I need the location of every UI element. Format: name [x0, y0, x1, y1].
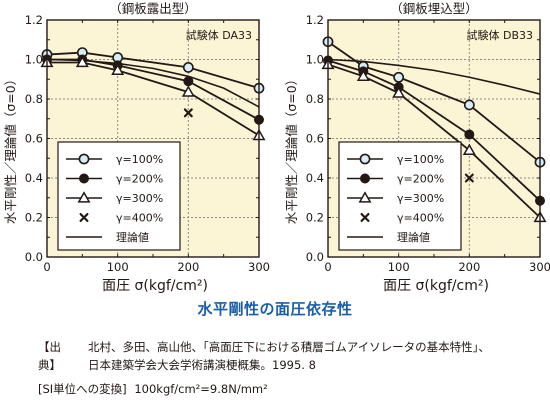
legend-box	[57, 141, 181, 251]
legend-label: γ=300%	[116, 192, 163, 205]
legend-box	[338, 141, 462, 251]
x-tick-label: 200	[458, 260, 480, 274]
y-tick-label: 1.0	[25, 53, 43, 67]
source-line-2: 日本建築学会大会学術講演梗概集。1995. 8	[88, 358, 316, 372]
data-point	[183, 76, 194, 87]
legend-item: γ=400%	[360, 212, 444, 225]
legend-marker	[78, 173, 89, 184]
x-tick-label: 200	[177, 260, 199, 274]
legend-item: 理論値	[347, 230, 430, 244]
data-point	[181, 85, 195, 97]
legend-label: γ=200%	[116, 173, 163, 186]
data-point	[111, 63, 125, 76]
y-axis-label: 水平剛性／理論値（σ=0）	[3, 73, 18, 224]
series-markers-3	[40, 55, 266, 141]
legend-marker	[360, 213, 370, 222]
series-markers-4	[183, 108, 193, 118]
y-tick-label: 0.6	[306, 132, 324, 146]
chart-right: 0.0 0.2 0.4 0.6 0.8 1.0 1.2 0 100 200 300 （鋼板埋込型） 試験…	[284, 1, 550, 294]
legend-item: γ=200%	[347, 173, 444, 186]
legend-marker	[360, 173, 371, 184]
x-tick-label: 300	[529, 260, 550, 274]
source-line-1: 北村、多田、高山他、「高面圧下における積層ゴムアイソレータの基本特性」、	[88, 340, 490, 354]
chart-left: 0.0 0.2 0.4 0.6 0.8 1.0 1.2 0 100 200 300 （鋼板露出型） 試験…	[3, 1, 270, 294]
plot-frame	[327, 19, 541, 258]
data-point	[183, 108, 193, 118]
source-label: 【出典】	[38, 340, 61, 372]
series-markers-4	[464, 173, 474, 183]
legend-item: γ=100%	[347, 153, 444, 166]
y-tick-label: 0.8	[25, 92, 43, 106]
legend-label: γ=100%	[116, 153, 163, 166]
y-tick-label: 1.2	[25, 13, 43, 27]
data-point	[182, 62, 194, 73]
si-unit-note: [SI単位への変換] 100kgf/cm²=9.8N/mm²	[38, 381, 272, 397]
x-tick-label: 300	[248, 260, 270, 274]
y-axis-label: 水平剛性／理論値（σ=0）	[284, 73, 299, 224]
x-tick-label: 0	[324, 260, 331, 274]
legend-marker	[79, 213, 89, 222]
legend-item: γ=300%	[66, 191, 163, 205]
data-point	[75, 55, 89, 68]
legend-label: γ=300%	[397, 192, 444, 205]
legend-item: γ=200%	[66, 173, 163, 186]
si-note-value: 100kgf/cm²=9.8N/mm²	[134, 382, 268, 396]
legend-marker	[78, 153, 90, 165]
legend-label: 理論値	[397, 230, 430, 244]
plot-frame	[46, 19, 260, 258]
data-point	[464, 129, 475, 140]
charts-area: 0.0 0.2 0.4 0.6 0.8 1.0 1.2 0 100 200 300 （鋼板露出型） 試験…	[3, 1, 550, 294]
data-point	[392, 86, 406, 98]
y-tick-label: 0.8	[306, 92, 324, 106]
x-axis-label: 面圧 σ(kgf/cm²)	[383, 278, 489, 294]
legend-marker	[358, 191, 372, 203]
data-point	[464, 173, 474, 183]
data-point	[463, 99, 475, 111]
y-tick-label: 1.2	[306, 13, 324, 27]
legend-marker	[77, 191, 91, 203]
legend-item: γ=300%	[347, 191, 444, 205]
specimen-label: 試験体 DB33	[466, 28, 533, 42]
data-point	[393, 71, 405, 83]
y-tick-label: 0.6	[25, 132, 43, 146]
y-tick-label: 0.4	[306, 171, 324, 185]
legend-label: γ=400%	[397, 212, 444, 225]
y-tick-label: 0.0	[25, 250, 43, 264]
chart-title: （鋼板露出型）	[109, 1, 197, 16]
legend-label: γ=400%	[116, 212, 163, 225]
y-tick-label: 0.2	[25, 211, 43, 225]
x-tick-label: 100	[107, 260, 129, 274]
y-tick-label: 1.0	[306, 53, 324, 67]
si-note-label: [SI単位への変換]	[38, 382, 127, 396]
legend-item: γ=400%	[79, 212, 163, 225]
chart-title: （鋼板埋込型）	[390, 1, 478, 16]
legend: γ=100% γ=200% γ=300% γ=400% 理論値	[57, 141, 181, 251]
y-tick-label: 0.0	[306, 250, 324, 264]
legend-item: 理論値	[66, 230, 149, 244]
legend-label: γ=100%	[397, 153, 444, 166]
specimen-label: 試験体 DA33	[186, 28, 252, 42]
y-tick-label: 0.4	[25, 171, 43, 185]
legend-marker	[359, 153, 371, 165]
legend: γ=100% γ=200% γ=300% γ=400% 理論値	[338, 141, 462, 251]
legend-label: γ=200%	[397, 173, 444, 186]
legend-label: 理論値	[116, 230, 149, 244]
data-point	[356, 69, 370, 81]
x-tick-label: 100	[388, 260, 410, 274]
data-point	[462, 143, 476, 155]
legend-item: γ=100%	[66, 153, 163, 166]
y-tick-label: 0.2	[306, 211, 324, 225]
x-tick-label: 0	[43, 260, 50, 274]
figure-caption: 水平剛性の面圧依存性	[197, 300, 353, 318]
x-axis-label: 面圧 σ(kgf/cm²)	[102, 278, 208, 294]
